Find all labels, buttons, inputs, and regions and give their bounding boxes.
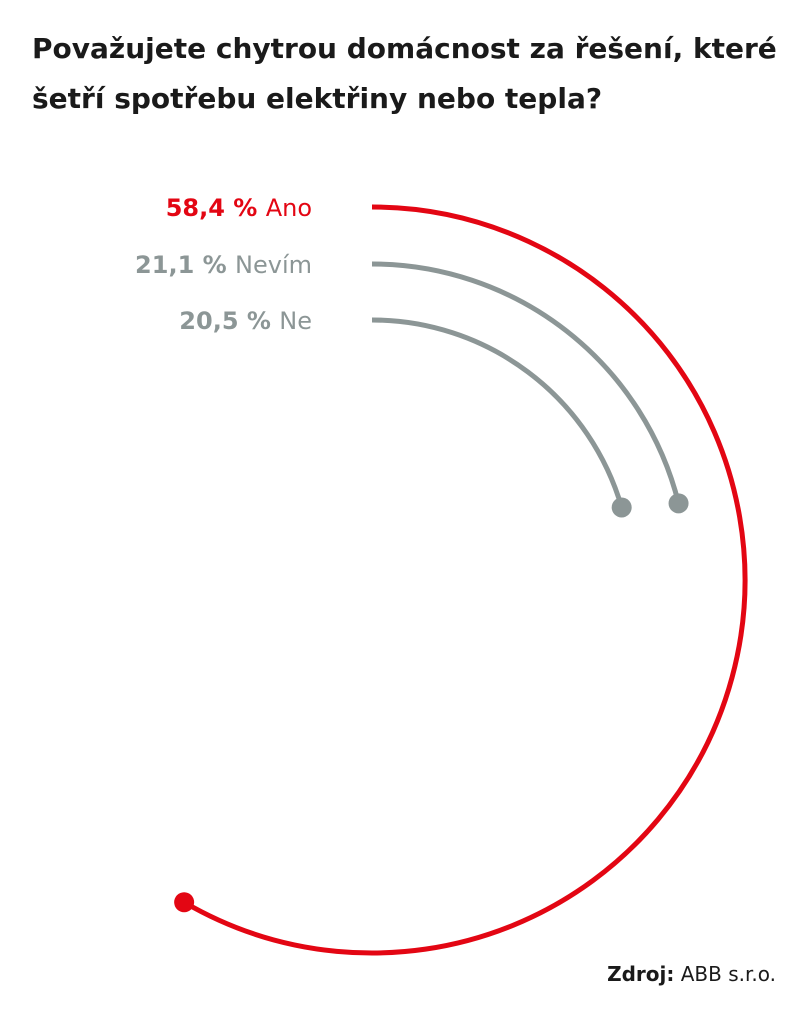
- value-label-ne: 20,5 %: [179, 307, 279, 335]
- source-note: Zdroj: ABB s.r.o.: [607, 962, 776, 986]
- label-ne: 20,5 % Ne: [179, 307, 312, 335]
- label-nevim: 21,1 % Nevím: [135, 251, 312, 279]
- series-name-ano: Ano: [266, 194, 312, 222]
- arc-end-dot-ne: [611, 497, 632, 518]
- source-value: ABB s.r.o.: [680, 962, 776, 986]
- arc-nevim: [371, 261, 681, 504]
- label-ano: 58,4 % Ano: [166, 194, 312, 222]
- arc-end-dot-nevim: [668, 493, 689, 514]
- chart-title: Považujete chytrou domácnost za řešení, …: [32, 32, 777, 115]
- arc-ano: [182, 204, 748, 956]
- source-label: Zdroj:: [607, 962, 675, 986]
- value-label-ano: 58,4 %: [166, 194, 266, 222]
- value-label-nevim: 21,1 %: [135, 251, 235, 279]
- series-name-nevim: Nevím: [235, 251, 312, 279]
- series-name-ne: Ne: [279, 307, 312, 335]
- arc-end-dot-ano: [174, 892, 195, 913]
- arc-ne: [371, 317, 625, 509]
